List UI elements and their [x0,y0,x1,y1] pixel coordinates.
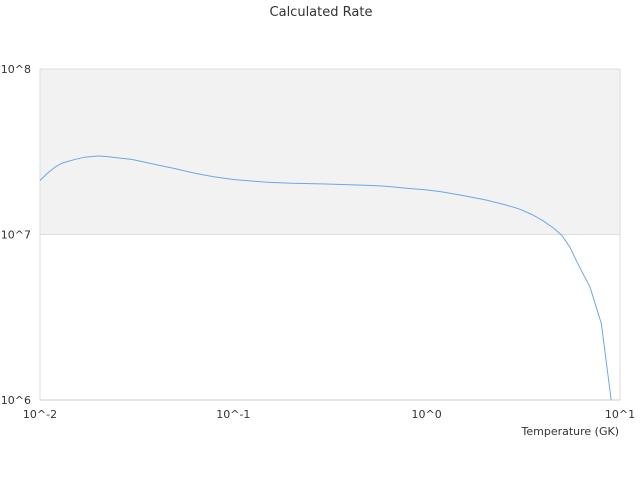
x-tick-label: 10^0 [412,408,442,421]
y-tick-label: 10^7 [1,229,31,242]
y-tick-labels: 10^6 10^7 10^8 [1,63,31,407]
x-tick-label: 10^1 [605,408,635,421]
y-tick-label: 10^8 [1,63,31,76]
x-axis-title: Temperature (GK) [521,425,620,438]
x-tick-label: 10^-2 [23,408,57,421]
x-tick-labels: 10^-2 10^-1 10^0 10^1 [23,408,635,421]
x-tick-label: 10^-1 [216,408,250,421]
series-group [39,155,612,401]
chart-title: Calculated Rate [270,5,373,20]
series-line-0 [39,155,612,401]
grid-lines [39,68,621,401]
y-tick-label: 10^6 [1,394,31,407]
shaded-band [40,69,620,235]
